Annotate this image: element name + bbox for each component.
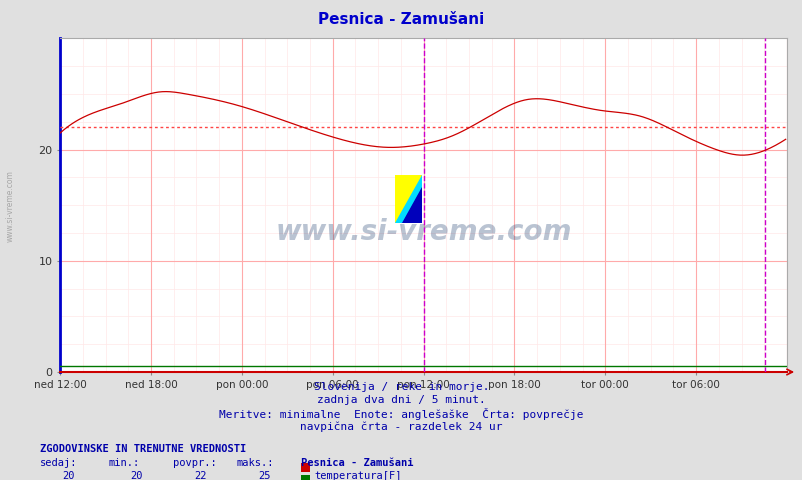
Polygon shape <box>395 175 421 223</box>
Text: povpr.:: povpr.: <box>172 458 216 468</box>
Polygon shape <box>401 187 421 223</box>
Text: Pesnica - Zamušani: Pesnica - Zamušani <box>301 458 413 468</box>
Text: www.si-vreme.com: www.si-vreme.com <box>275 218 571 246</box>
Text: 25: 25 <box>258 471 271 480</box>
Text: 22: 22 <box>194 471 207 480</box>
Text: maks.:: maks.: <box>237 458 274 468</box>
Text: zadnja dva dni / 5 minut.: zadnja dva dni / 5 minut. <box>317 395 485 405</box>
Text: temperatura[F]: temperatura[F] <box>314 471 401 480</box>
Text: navpična črta - razdelek 24 ur: navpična črta - razdelek 24 ur <box>300 422 502 432</box>
Text: 20: 20 <box>62 471 75 480</box>
Text: ZGODOVINSKE IN TRENUTNE VREDNOSTI: ZGODOVINSKE IN TRENUTNE VREDNOSTI <box>40 444 246 454</box>
Text: Meritve: minimalne  Enote: anglešaške  Črta: povprečje: Meritve: minimalne Enote: anglešaške Črt… <box>219 408 583 420</box>
Text: Pesnica - Zamušani: Pesnica - Zamušani <box>318 12 484 27</box>
Text: 20: 20 <box>130 471 143 480</box>
Text: Slovenija / reke in morje.: Slovenija / reke in morje. <box>314 382 488 392</box>
Text: sedaj:: sedaj: <box>40 458 78 468</box>
Text: www.si-vreme.com: www.si-vreme.com <box>6 170 15 242</box>
Polygon shape <box>395 175 421 223</box>
Text: min.:: min.: <box>108 458 140 468</box>
